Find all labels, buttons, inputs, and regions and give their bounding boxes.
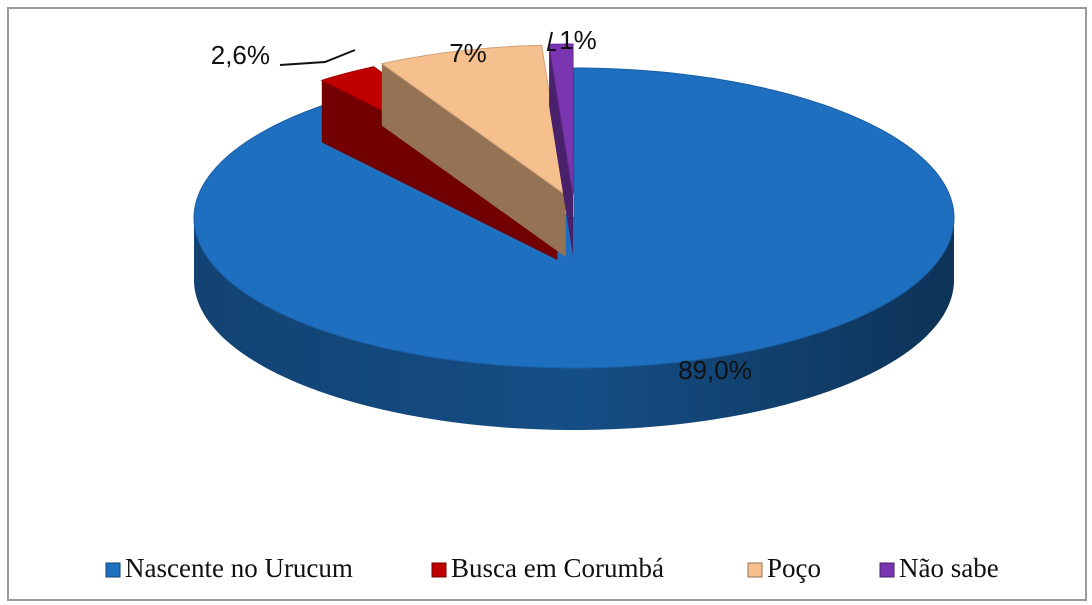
- pie: [193, 43, 955, 430]
- slice: [193, 67, 955, 369]
- legend-label: Poço: [767, 553, 821, 583]
- leader-line: [279, 49, 356, 66]
- legend-swatch: [105, 562, 121, 578]
- data-label: 2,6%: [211, 40, 270, 70]
- legend-label: Busca em Corumbá: [451, 553, 664, 583]
- legend-label: Nascente no Urucum: [125, 553, 353, 583]
- legend-swatch: [431, 562, 447, 578]
- data-labels: 89,0% 2,6% 7% 1%: [211, 25, 752, 385]
- data-label: 1%: [559, 25, 597, 55]
- slice-side-shade: [194, 218, 954, 430]
- leader-line: [546, 31, 556, 51]
- legend-swatch: [879, 562, 895, 578]
- legend-label: Não sabe: [899, 553, 999, 583]
- data-label: 7%: [449, 38, 487, 68]
- slice: [380, 44, 567, 197]
- legend: Nascente no Urucum Busca em Corumbá Poço Nã…: [105, 553, 999, 583]
- legend-swatch: [747, 562, 763, 578]
- slice-cut-face: [549, 44, 574, 257]
- slice-cut-face: [381, 63, 566, 257]
- data-label: 89,0%: [678, 355, 752, 385]
